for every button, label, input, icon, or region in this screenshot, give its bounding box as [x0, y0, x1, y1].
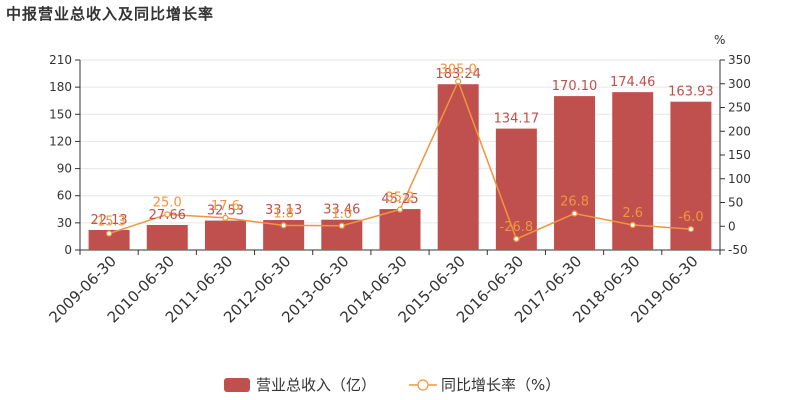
- bar: [437, 84, 479, 250]
- growth-value-label: 1.0: [331, 207, 352, 222]
- growth-point: [164, 211, 171, 218]
- y-left-tick-label: 120: [49, 134, 72, 148]
- y-right-unit: %: [714, 33, 725, 47]
- y-right-tick-label: 200: [728, 124, 751, 138]
- y-right-tick-label: 150: [728, 148, 751, 162]
- bar-value-label: 163.93: [668, 85, 714, 100]
- legend-line-label: 同比增长率（%）: [441, 376, 560, 394]
- legend-line-marker: [417, 379, 429, 391]
- y-left-tick-label: 90: [57, 162, 72, 176]
- bar-value-label: 45.25: [381, 192, 418, 207]
- growth-value-label: -6.0: [678, 210, 703, 225]
- bar: [670, 101, 712, 251]
- growth-point: [571, 210, 578, 217]
- bar: [146, 224, 188, 250]
- y-left-tick-label: 210: [49, 53, 72, 67]
- bar: [204, 220, 246, 250]
- growth-point: [222, 214, 229, 221]
- bar-value-label: 183.24: [435, 67, 481, 82]
- growth-value-label: -15.3: [92, 215, 126, 230]
- growth-point: [513, 235, 520, 243]
- bar-value-label: 33.46: [323, 203, 360, 218]
- y-left-tick-label: 180: [49, 80, 72, 94]
- growth-value-label: 26.8: [560, 195, 589, 210]
- y-left-tick-label: 150: [49, 107, 72, 121]
- y-right-tick-label: 100: [728, 172, 751, 186]
- bar: [88, 229, 130, 250]
- y-right-tick-label: 50: [728, 196, 743, 210]
- bar-value-label: 27.66: [149, 208, 186, 223]
- legend-bar-label: 营业总收入（亿）: [256, 376, 376, 394]
- bar: [554, 96, 596, 250]
- y-right-tick-label: 300: [728, 77, 751, 91]
- bar-value-label: 170.10: [552, 79, 598, 94]
- y-right-tick-label: 0: [728, 219, 736, 233]
- growth-value-label: 25.0: [153, 195, 182, 210]
- growth-value-label: 17.6: [211, 199, 240, 214]
- bar-value-label: 134.17: [494, 112, 540, 127]
- bar-value-label: 174.46: [610, 75, 656, 90]
- growth-point: [687, 226, 695, 233]
- growth-point: [280, 222, 287, 229]
- growth-point: [396, 206, 404, 213]
- bar-value-label: 22.13: [90, 213, 127, 228]
- growth-point: [105, 230, 113, 237]
- y-right-tick-label: -50: [728, 243, 748, 257]
- y-left-tick-label: 0: [64, 243, 72, 257]
- chart-title: 中报营业总收入及同比增长率: [6, 5, 215, 23]
- growth-value-label: 1.8: [273, 206, 294, 221]
- growth-value-label: 305.0: [440, 62, 477, 77]
- y-left-tick-label: 60: [57, 189, 72, 203]
- y-right-tick-label: 250: [728, 101, 751, 115]
- bar: [379, 209, 421, 250]
- y-left-tick-label: 30: [57, 216, 72, 230]
- y-right-tick-label: 350: [728, 53, 751, 67]
- growth-value-label: 35.2: [386, 191, 415, 206]
- growth-value-label: 2.6: [622, 206, 643, 221]
- bar-value-label: 32.53: [207, 204, 244, 219]
- growth-value-label: -26.8: [500, 220, 534, 235]
- bar: [495, 128, 537, 250]
- growth-point: [455, 78, 462, 85]
- growth-point: [629, 221, 636, 229]
- legend-bar-swatch: [224, 378, 250, 392]
- growth-point: [338, 222, 345, 229]
- bar-value-label: 33.13: [265, 203, 302, 218]
